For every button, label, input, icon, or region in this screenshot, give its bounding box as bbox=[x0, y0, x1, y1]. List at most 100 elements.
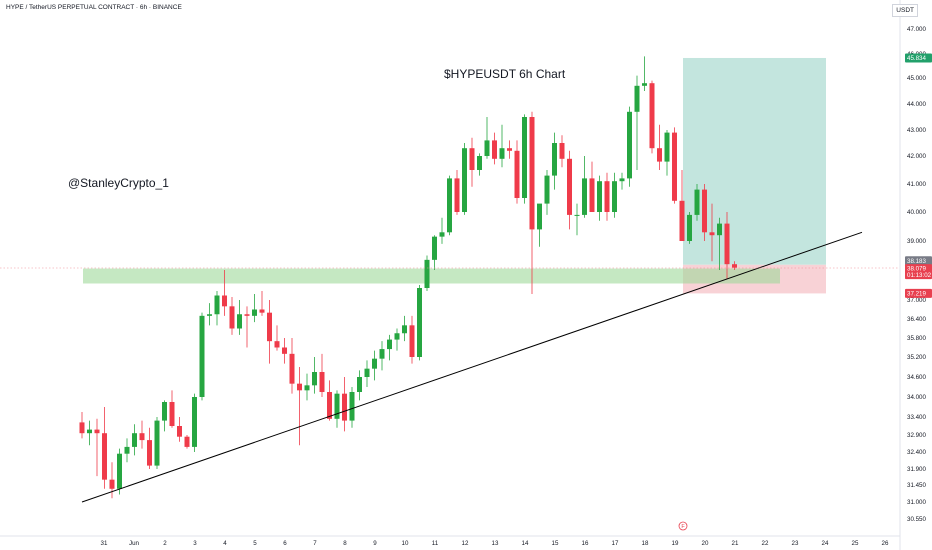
candle-body bbox=[342, 393, 347, 421]
candle-body bbox=[574, 214, 580, 216]
price-tick-label: 34.600 bbox=[907, 374, 926, 381]
price-tick-label: 31.000 bbox=[907, 499, 926, 506]
candle-body bbox=[717, 223, 722, 236]
candle-body bbox=[334, 393, 340, 419]
candle bbox=[492, 132, 497, 165]
time-tick-label: 25 bbox=[852, 540, 859, 547]
candle-body bbox=[132, 433, 137, 447]
candle-body bbox=[349, 392, 355, 421]
price-tick-label: 32.400 bbox=[907, 449, 926, 456]
candle-body bbox=[649, 83, 655, 149]
candle-body bbox=[627, 111, 632, 179]
candle-body bbox=[522, 117, 527, 198]
time-tick-label: 19 bbox=[672, 540, 679, 547]
candle-body bbox=[252, 309, 257, 316]
candle-body bbox=[327, 392, 332, 419]
candle bbox=[342, 377, 347, 432]
candle bbox=[679, 170, 685, 241]
candle bbox=[469, 137, 475, 187]
candle bbox=[139, 420, 145, 449]
candle bbox=[702, 184, 707, 241]
price-tick-label: 43.000 bbox=[907, 127, 926, 134]
price-tick-label: 35.800 bbox=[907, 335, 926, 342]
candle bbox=[199, 312, 205, 401]
candle-body bbox=[319, 372, 325, 392]
candle-body bbox=[169, 402, 175, 426]
candle-body bbox=[709, 232, 715, 236]
candle bbox=[664, 130, 670, 176]
candle-body bbox=[604, 181, 610, 212]
candle bbox=[259, 291, 265, 316]
time-tick-label: Jun bbox=[129, 540, 140, 547]
candle-body bbox=[402, 325, 407, 334]
time-tick-label: 31 bbox=[101, 540, 108, 547]
candle-body bbox=[507, 148, 512, 151]
time-tick-label: 3 bbox=[193, 540, 197, 547]
time-tick-label: 9 bbox=[373, 540, 377, 547]
candle bbox=[229, 297, 235, 335]
candle bbox=[349, 387, 355, 428]
overlay-layer bbox=[81, 231, 863, 503]
candle bbox=[619, 172, 625, 190]
candle-body bbox=[117, 453, 122, 489]
candle bbox=[394, 328, 400, 351]
candle bbox=[709, 203, 715, 262]
candle bbox=[439, 217, 445, 244]
candle bbox=[732, 261, 737, 270]
event-marker-icon[interactable]: F bbox=[678, 521, 688, 531]
time-tick-label: 12 bbox=[462, 540, 469, 547]
candle bbox=[529, 111, 535, 294]
candle bbox=[124, 438, 130, 463]
candle bbox=[537, 203, 542, 247]
candle bbox=[177, 417, 182, 442]
candle bbox=[364, 360, 370, 387]
candle-body bbox=[664, 132, 670, 162]
price-tick-label: 32.900 bbox=[907, 432, 926, 439]
candle-body bbox=[184, 436, 190, 447]
candle-body bbox=[597, 181, 602, 212]
candle bbox=[252, 294, 257, 323]
candle-body bbox=[417, 288, 422, 357]
time-tick-label: 13 bbox=[492, 540, 499, 547]
candle-body bbox=[147, 440, 152, 466]
time-tick-label: 16 bbox=[582, 540, 589, 547]
candle-body bbox=[297, 383, 302, 391]
price-tick-label: 41.000 bbox=[907, 181, 926, 188]
candle bbox=[582, 156, 587, 218]
target-price-tag-label: 45.834 bbox=[907, 55, 926, 62]
candle-body bbox=[432, 236, 437, 260]
candle-body bbox=[259, 309, 265, 313]
time-tick-label: 7 bbox=[313, 540, 317, 547]
current-price-bg bbox=[905, 264, 932, 280]
candle bbox=[477, 153, 482, 176]
price-tick-label: 47.000 bbox=[907, 26, 926, 33]
candle bbox=[574, 203, 580, 236]
candle-body bbox=[477, 156, 482, 170]
candle-body bbox=[634, 85, 640, 112]
candle bbox=[162, 400, 167, 432]
candle-body bbox=[162, 402, 167, 421]
candle bbox=[462, 143, 467, 215]
candle bbox=[372, 350, 377, 381]
author-watermark: @StanleyCrypto_1 bbox=[68, 176, 169, 190]
time-tick-label: 18 bbox=[642, 540, 649, 547]
candle-body bbox=[387, 339, 392, 350]
candle bbox=[327, 380, 332, 421]
time-tick-label: 24 bbox=[822, 540, 829, 547]
stop-price-tag-bg bbox=[905, 288, 932, 298]
time-axis: 31 Jun 2 3 4 5 6 7 8 9 10 11 12 13 14 15 16 17 18 19 20 21 22 2… bbox=[101, 540, 889, 547]
zones-layer bbox=[83, 57, 826, 294]
candle bbox=[597, 175, 602, 221]
candle bbox=[304, 373, 310, 401]
stop-price-tag-label: 37.219 bbox=[907, 291, 926, 298]
candle-body bbox=[409, 325, 415, 357]
candle bbox=[87, 420, 92, 446]
candle bbox=[379, 341, 385, 371]
price-tick-label: 36.400 bbox=[907, 316, 926, 323]
currency-button[interactable]: USDT bbox=[892, 4, 918, 17]
candle bbox=[267, 300, 272, 364]
candle bbox=[357, 370, 362, 401]
time-tick-label: 2 bbox=[163, 540, 167, 547]
